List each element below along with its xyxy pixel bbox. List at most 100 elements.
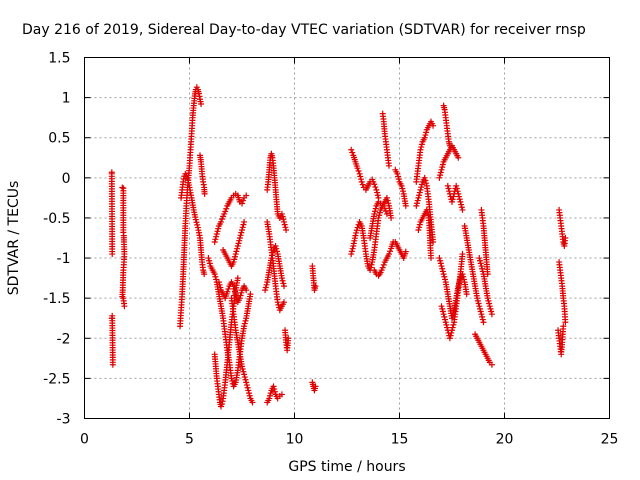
data-point bbox=[279, 277, 286, 284]
data-point bbox=[239, 226, 245, 233]
series-arc-2 bbox=[177, 84, 205, 330]
x-tick-label: 25 bbox=[601, 432, 619, 448]
series-arc-35 bbox=[476, 255, 495, 318]
y-tick-label: -1 bbox=[57, 251, 71, 267]
data-point bbox=[263, 281, 270, 288]
data-point bbox=[442, 276, 448, 283]
y-tick-label: 1.5 bbox=[48, 51, 70, 67]
series-arc-34 bbox=[472, 331, 495, 368]
data-point bbox=[449, 324, 456, 331]
data-point bbox=[417, 146, 424, 153]
data-point bbox=[414, 197, 421, 204]
data-point bbox=[399, 185, 406, 192]
data-point bbox=[212, 236, 219, 243]
data-point bbox=[374, 189, 381, 196]
data-point bbox=[273, 245, 280, 252]
series-arc-7 bbox=[211, 190, 250, 246]
data-point bbox=[439, 305, 446, 312]
data-point bbox=[477, 305, 483, 312]
x-axis-label: GPS time / hours bbox=[288, 459, 405, 475]
y-axis-label: SDTVAR / TECUs bbox=[6, 181, 22, 296]
series-arc-23 bbox=[392, 166, 409, 209]
series-arc-15 bbox=[282, 327, 292, 354]
data-point bbox=[453, 185, 460, 192]
data-point bbox=[445, 185, 452, 192]
data-point bbox=[234, 275, 241, 282]
data-point bbox=[230, 283, 237, 290]
data-point bbox=[372, 184, 379, 191]
data-point bbox=[266, 395, 273, 402]
data-point bbox=[359, 181, 366, 188]
data-point bbox=[424, 209, 431, 216]
series-arc-39 bbox=[555, 323, 567, 358]
data-point bbox=[402, 202, 409, 209]
data-point bbox=[229, 378, 236, 385]
data-point bbox=[386, 162, 392, 169]
data-point bbox=[244, 384, 251, 391]
data-point bbox=[487, 305, 494, 312]
series-arc-1b bbox=[108, 312, 116, 368]
data-point bbox=[436, 255, 443, 262]
data-point bbox=[239, 366, 246, 373]
y-tick-label: -3 bbox=[57, 412, 71, 428]
data-point bbox=[379, 264, 386, 271]
data-point bbox=[488, 361, 495, 368]
data-point bbox=[283, 226, 290, 233]
data-point bbox=[206, 260, 213, 267]
data-point bbox=[455, 190, 462, 197]
data-point bbox=[475, 300, 482, 307]
data-point bbox=[376, 209, 383, 216]
data-point bbox=[395, 176, 402, 183]
data-point bbox=[280, 216, 287, 223]
data-point bbox=[247, 291, 254, 298]
data-point bbox=[234, 243, 241, 250]
data-point bbox=[274, 248, 280, 255]
data-point bbox=[241, 218, 248, 225]
data-point bbox=[211, 239, 218, 246]
y-tick-label: -1.5 bbox=[43, 291, 70, 307]
data-point bbox=[398, 182, 405, 189]
data-point bbox=[216, 281, 223, 288]
data-point bbox=[262, 287, 269, 294]
data-point bbox=[562, 235, 569, 241]
data-point bbox=[358, 176, 364, 183]
series-arc-31 bbox=[438, 251, 466, 342]
data-point bbox=[447, 332, 454, 339]
series-arc-22 bbox=[379, 110, 392, 169]
series-arc-10 bbox=[228, 295, 256, 406]
data-point bbox=[446, 188, 453, 195]
data-point bbox=[421, 174, 428, 181]
data-point bbox=[242, 317, 249, 324]
data-point bbox=[441, 313, 448, 320]
chart-title: Day 216 of 2019, Sidereal Day-to-day VTE… bbox=[22, 22, 586, 38]
data-point bbox=[437, 169, 444, 176]
data-point bbox=[348, 251, 355, 258]
data-point bbox=[386, 251, 392, 258]
data-point bbox=[274, 299, 281, 306]
data-point bbox=[109, 361, 116, 368]
data-point bbox=[439, 164, 446, 171]
data-point bbox=[444, 182, 451, 189]
data-point bbox=[372, 208, 378, 215]
data-point bbox=[486, 300, 493, 307]
data-point bbox=[438, 263, 445, 270]
series-arc-11 bbox=[264, 150, 290, 233]
series-arc-27 bbox=[415, 206, 434, 262]
data-point bbox=[430, 239, 437, 246]
data-point bbox=[371, 181, 378, 188]
x-tick-label: 20 bbox=[496, 432, 514, 448]
data-point bbox=[281, 221, 288, 228]
plot-frame bbox=[84, 57, 610, 419]
data-point bbox=[358, 178, 365, 185]
series-arc-37 bbox=[556, 206, 569, 250]
data-point bbox=[484, 271, 491, 278]
data-point bbox=[368, 261, 375, 268]
data-point bbox=[354, 224, 361, 231]
data-point bbox=[480, 319, 487, 326]
data-point bbox=[239, 200, 245, 207]
data-point bbox=[267, 390, 274, 397]
data-point bbox=[217, 284, 224, 291]
series-arc-32 bbox=[444, 182, 466, 213]
data-point bbox=[240, 197, 247, 204]
